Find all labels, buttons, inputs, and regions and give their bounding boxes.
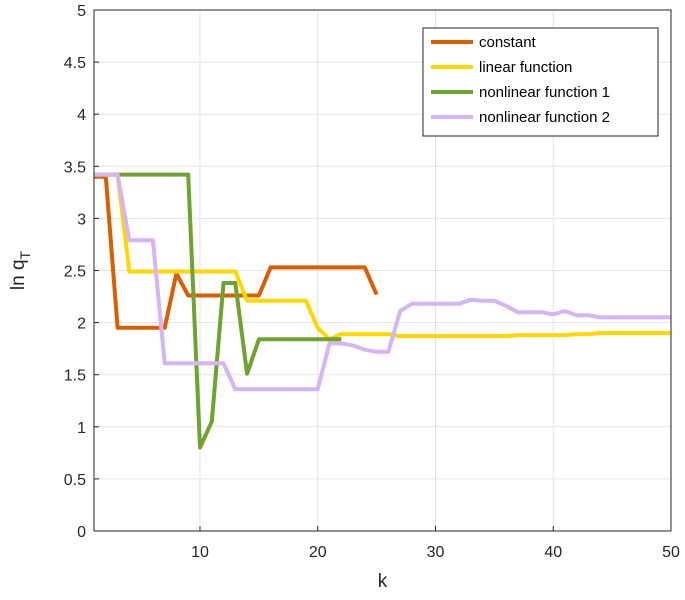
x-tick-label: 20 bbox=[309, 544, 327, 561]
series-line-linear-function bbox=[94, 172, 671, 342]
series-group bbox=[94, 172, 671, 450]
y-tick-label: 3 bbox=[77, 211, 86, 228]
x-tick-label: 10 bbox=[191, 544, 209, 561]
y-axis-title-main: ln q bbox=[8, 259, 29, 290]
y-tick-label: 4.5 bbox=[64, 55, 86, 72]
x-tick-label: 40 bbox=[544, 544, 562, 561]
y-tick-label: 3.5 bbox=[64, 159, 86, 176]
legend-label: nonlinear function 2 bbox=[479, 109, 610, 126]
y-axis-title-subscript: T bbox=[17, 250, 33, 259]
x-tick-label: 50 bbox=[662, 544, 680, 561]
y-tick-label: 1.5 bbox=[64, 368, 86, 385]
legend-label: linear function bbox=[479, 59, 572, 76]
series-line-nonlinear-function-2 bbox=[94, 172, 671, 392]
legend-label: constant bbox=[479, 34, 537, 51]
y-axis-title: ln qT bbox=[8, 250, 33, 290]
y-tick-label: 2.5 bbox=[64, 264, 86, 281]
x-axis-title: k bbox=[378, 571, 388, 592]
ticks: 0 0.5 1 1.5 2 2.5 3 3.5 4 4.5 5 10 20 30 40 50 bbox=[64, 3, 680, 561]
y-tick-label: 0 bbox=[77, 524, 86, 541]
y-tick-label: 0.5 bbox=[64, 472, 86, 489]
series-line-constant bbox=[94, 174, 379, 330]
y-tick-label: 2 bbox=[77, 316, 86, 333]
x-tick-label: 30 bbox=[427, 544, 445, 561]
legend-label: nonlinear function 1 bbox=[479, 84, 610, 101]
y-tick-label: 5 bbox=[77, 3, 86, 20]
legend: constant linear function nonlinear functio… bbox=[422, 27, 659, 137]
series-line-nonlinear-function-1 bbox=[94, 172, 342, 450]
y-tick-label: 1 bbox=[77, 420, 86, 437]
y-tick-label: 4 bbox=[77, 107, 86, 124]
